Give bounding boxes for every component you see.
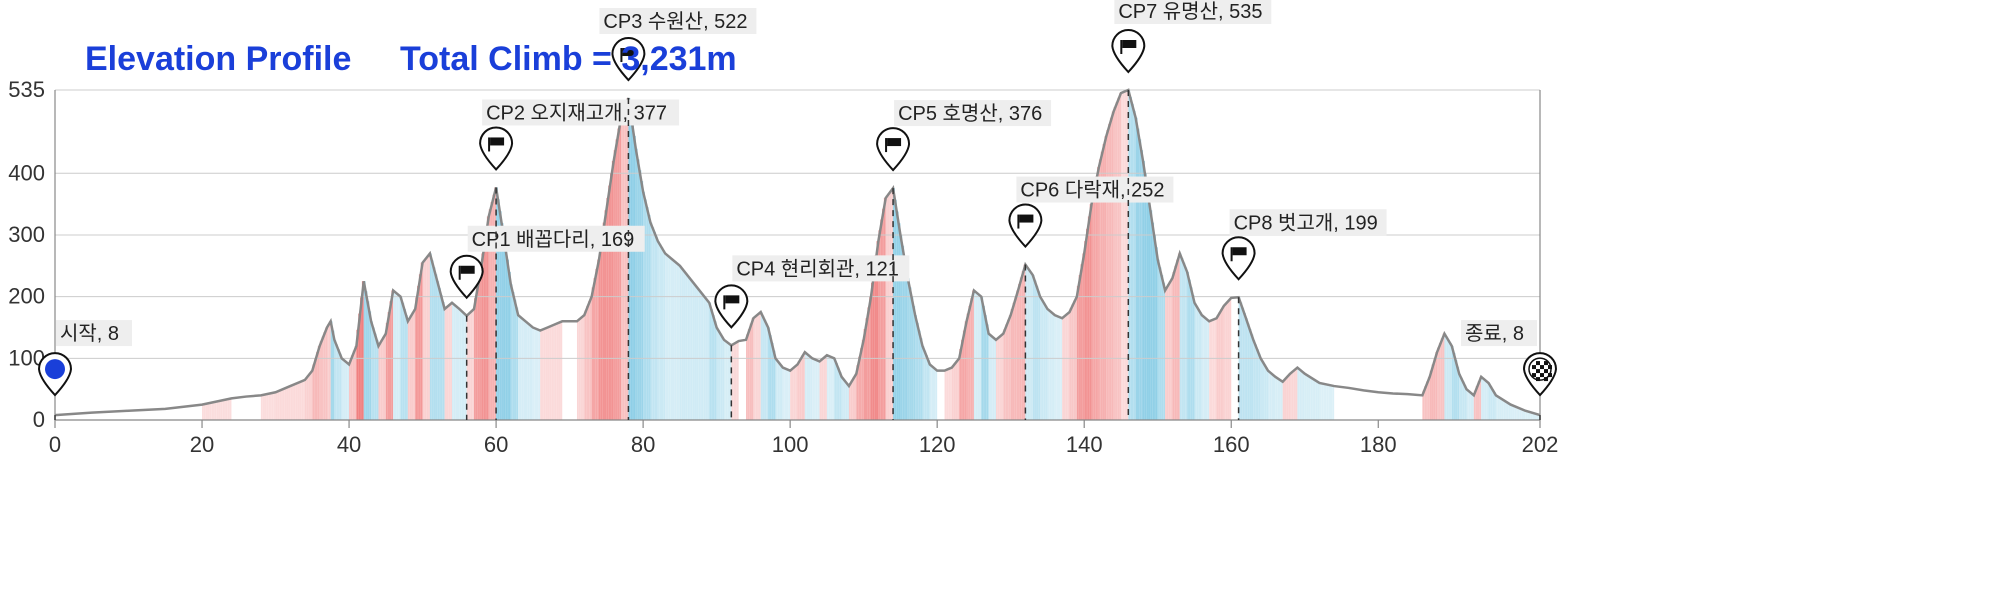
y-tick-label: 400 [8, 160, 45, 185]
x-tick-label: 120 [919, 432, 956, 457]
cp-label: CP8 벗고개, 199 [1234, 211, 1378, 234]
x-tick-label: 60 [484, 432, 508, 457]
cp-label: CP7 유명산, 535 [1118, 0, 1262, 23]
y-tick-label: 535 [8, 77, 45, 102]
cp-label: 종료, 8 [1465, 323, 1524, 345]
elevation-profile-chart: 0100200300400535020406080100120140160180… [0, 0, 2000, 600]
x-tick-label: 160 [1213, 432, 1250, 457]
x-tick-label: 202 [1522, 432, 1559, 457]
x-tick-label: 40 [337, 432, 361, 457]
y-tick-label: 200 [8, 284, 45, 309]
cp-label: CP4 현리회관, 121 [736, 257, 899, 280]
x-tick-label: 0 [49, 432, 61, 457]
cp-label: CP6 다락재, 252 [1020, 179, 1164, 202]
cp-label: CP5 호명산, 376 [898, 102, 1042, 125]
y-tick-label: 300 [8, 222, 45, 247]
cp-label: 시작, 8 [60, 322, 119, 345]
x-tick-label: 140 [1066, 432, 1103, 457]
cp-label: CP3 수원산, 522 [603, 10, 747, 33]
x-tick-label: 80 [631, 432, 655, 457]
x-tick-label: 180 [1360, 432, 1397, 457]
chart-subtitle: Total Climb = 3,231m [400, 40, 737, 78]
cp-label: CP2 오지재고개, 377 [486, 101, 667, 124]
x-tick-label: 20 [190, 432, 214, 457]
x-tick-label: 100 [772, 432, 809, 457]
y-tick-label: 0 [33, 407, 45, 432]
start-pin-icon [45, 359, 65, 379]
chart-title: Elevation Profile [85, 40, 351, 78]
